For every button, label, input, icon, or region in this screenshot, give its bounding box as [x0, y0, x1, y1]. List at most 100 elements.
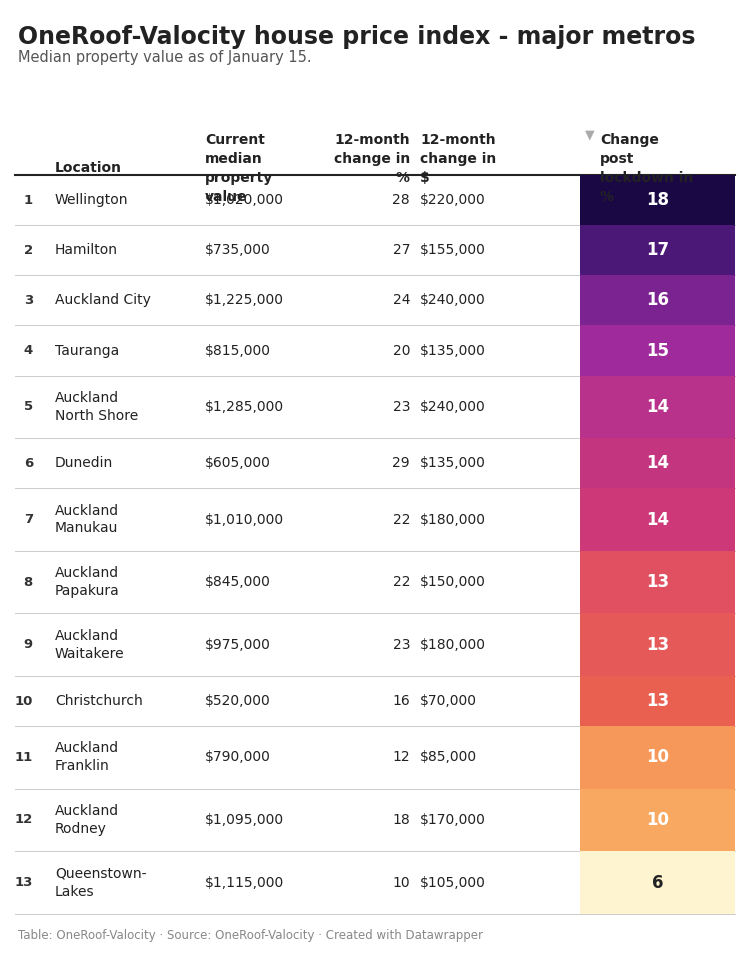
Text: 9: 9 — [24, 638, 33, 651]
Bar — [580, 789, 735, 851]
Text: $815,000: $815,000 — [205, 344, 271, 357]
Text: 12-month
change in
%: 12-month change in % — [334, 133, 410, 185]
Text: Auckland
North Shore: Auckland North Shore — [55, 391, 138, 423]
Text: 27: 27 — [392, 244, 410, 257]
Text: 22: 22 — [392, 512, 410, 527]
Text: $1,225,000: $1,225,000 — [205, 294, 284, 307]
Text: 5: 5 — [24, 401, 33, 413]
Text: 7: 7 — [24, 513, 33, 526]
Text: Auckland
Manukau: Auckland Manukau — [55, 504, 119, 535]
Text: ▼: ▼ — [585, 129, 595, 142]
Bar — [580, 551, 735, 613]
Bar — [580, 438, 735, 488]
Text: 10: 10 — [15, 694, 33, 708]
Text: 11: 11 — [15, 751, 33, 764]
Text: $70,000: $70,000 — [420, 694, 477, 708]
Text: 28: 28 — [392, 194, 410, 207]
Text: 16: 16 — [392, 694, 410, 708]
Text: Hamilton: Hamilton — [55, 244, 118, 257]
Text: Auckland
Waitakere: Auckland Waitakere — [55, 629, 124, 661]
Text: Change
post
lockdown in
%: Change post lockdown in % — [600, 133, 693, 204]
Bar — [580, 613, 735, 676]
Text: $170,000: $170,000 — [420, 813, 486, 827]
Text: Queenstown-
Lakes: Queenstown- Lakes — [55, 867, 147, 898]
Text: $845,000: $845,000 — [205, 575, 271, 589]
Text: $220,000: $220,000 — [420, 194, 485, 207]
Text: Christchurch: Christchurch — [55, 694, 143, 708]
Bar — [580, 225, 735, 275]
Text: 13: 13 — [646, 692, 669, 710]
Text: 12: 12 — [15, 814, 33, 826]
Text: 24: 24 — [392, 294, 410, 307]
Bar — [580, 726, 735, 789]
Text: 13: 13 — [15, 876, 33, 889]
Bar — [580, 851, 735, 914]
Text: 2: 2 — [24, 244, 33, 257]
Text: $1,115,000: $1,115,000 — [205, 875, 284, 890]
Text: 8: 8 — [24, 576, 33, 588]
Bar — [580, 676, 735, 726]
Text: 4: 4 — [24, 344, 33, 357]
Text: 15: 15 — [646, 342, 669, 359]
Text: $1,095,000: $1,095,000 — [205, 813, 284, 827]
Text: Auckland
Franklin: Auckland Franklin — [55, 742, 119, 773]
Text: 3: 3 — [24, 294, 33, 307]
Text: 14: 14 — [646, 510, 669, 529]
Text: Auckland
Papakura: Auckland Papakura — [55, 566, 120, 598]
Text: 22: 22 — [392, 575, 410, 589]
Text: $155,000: $155,000 — [420, 244, 486, 257]
Text: 1: 1 — [24, 194, 33, 207]
Text: Current
median
property
value: Current median property value — [205, 133, 273, 204]
Text: $975,000: $975,000 — [205, 638, 271, 652]
Bar — [580, 175, 735, 225]
Text: 20: 20 — [392, 344, 410, 357]
Text: $790,000: $790,000 — [205, 750, 271, 765]
Text: 18: 18 — [392, 813, 410, 827]
Text: 10: 10 — [646, 748, 669, 767]
Text: Location: Location — [55, 161, 122, 175]
Text: OneRoof-Valocity house price index - major metros: OneRoof-Valocity house price index - maj… — [18, 25, 696, 49]
Text: 6: 6 — [652, 873, 663, 892]
Text: 10: 10 — [392, 875, 410, 890]
Text: $605,000: $605,000 — [205, 456, 271, 470]
Text: 16: 16 — [646, 292, 669, 309]
Text: $240,000: $240,000 — [420, 294, 485, 307]
Text: $85,000: $85,000 — [420, 750, 477, 765]
Text: $180,000: $180,000 — [420, 512, 486, 527]
Text: Dunedin: Dunedin — [55, 456, 113, 470]
Text: $520,000: $520,000 — [205, 694, 271, 708]
Text: 13: 13 — [646, 636, 669, 654]
Text: $735,000: $735,000 — [205, 244, 271, 257]
Text: Wellington: Wellington — [55, 194, 129, 207]
Text: $135,000: $135,000 — [420, 456, 486, 470]
Text: Tauranga: Tauranga — [55, 344, 119, 357]
Text: 17: 17 — [646, 242, 669, 259]
Text: Auckland City: Auckland City — [55, 294, 151, 307]
Text: $180,000: $180,000 — [420, 638, 486, 652]
Text: Median property value as of January 15.: Median property value as of January 15. — [18, 50, 312, 65]
Text: $1,020,000: $1,020,000 — [205, 194, 284, 207]
Text: Auckland
Rodney: Auckland Rodney — [55, 804, 119, 836]
Text: 13: 13 — [646, 573, 669, 591]
Text: 23: 23 — [392, 400, 410, 414]
Text: $1,285,000: $1,285,000 — [205, 400, 284, 414]
Text: $135,000: $135,000 — [420, 344, 486, 357]
Text: Table: OneRoof-Valocity · Source: OneRoof-Valocity · Created with Datawrapper: Table: OneRoof-Valocity · Source: OneRoo… — [18, 929, 483, 942]
Text: 14: 14 — [646, 455, 669, 472]
Bar — [580, 376, 735, 438]
Text: 29: 29 — [392, 456, 410, 470]
Text: 23: 23 — [392, 638, 410, 652]
Text: 18: 18 — [646, 192, 669, 209]
Text: $150,000: $150,000 — [420, 575, 486, 589]
Text: 12: 12 — [392, 750, 410, 765]
Text: 6: 6 — [24, 456, 33, 470]
Bar — [580, 275, 735, 325]
Text: 12-month
change in
$: 12-month change in $ — [420, 133, 497, 185]
Text: 14: 14 — [646, 398, 669, 416]
Bar — [580, 488, 735, 551]
Text: 10: 10 — [646, 811, 669, 829]
Bar — [580, 325, 735, 376]
Text: $240,000: $240,000 — [420, 400, 485, 414]
Text: $1,010,000: $1,010,000 — [205, 512, 284, 527]
Text: $105,000: $105,000 — [420, 875, 486, 890]
